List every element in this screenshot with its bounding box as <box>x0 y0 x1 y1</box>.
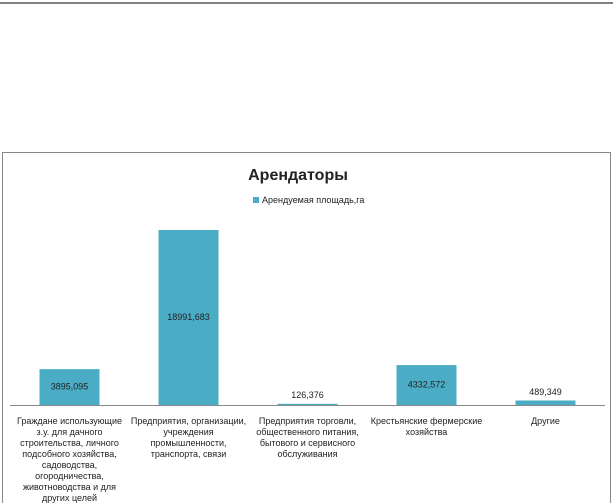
bar <box>39 369 100 405</box>
legend-swatch <box>253 197 259 203</box>
bar <box>277 403 338 405</box>
value-label: 4332,572 <box>408 379 446 389</box>
x-tick-label: Предприятия торговли, общественного пита… <box>256 416 359 459</box>
chart-frame <box>2 152 611 503</box>
bar <box>396 365 457 405</box>
value-label: 126,376 <box>291 390 324 400</box>
bar <box>515 400 576 405</box>
value-label: 489,349 <box>529 387 562 397</box>
bar <box>158 230 219 405</box>
x-tick-label: Предприятия, организации, учреждения про… <box>130 416 247 459</box>
chart-title: Арендаторы <box>248 167 348 184</box>
legend-label: Арендуемая площадь,га <box>262 195 364 205</box>
x-tick-label: Крестьянские фермерские хозяйства <box>370 416 483 437</box>
value-label: 3895,095 <box>51 381 89 391</box>
x-tick-label: Граждане использующие з.у. для дачного с… <box>17 416 122 503</box>
value-label: 18991,683 <box>167 312 210 322</box>
x-tick-label: Другие <box>531 416 560 426</box>
